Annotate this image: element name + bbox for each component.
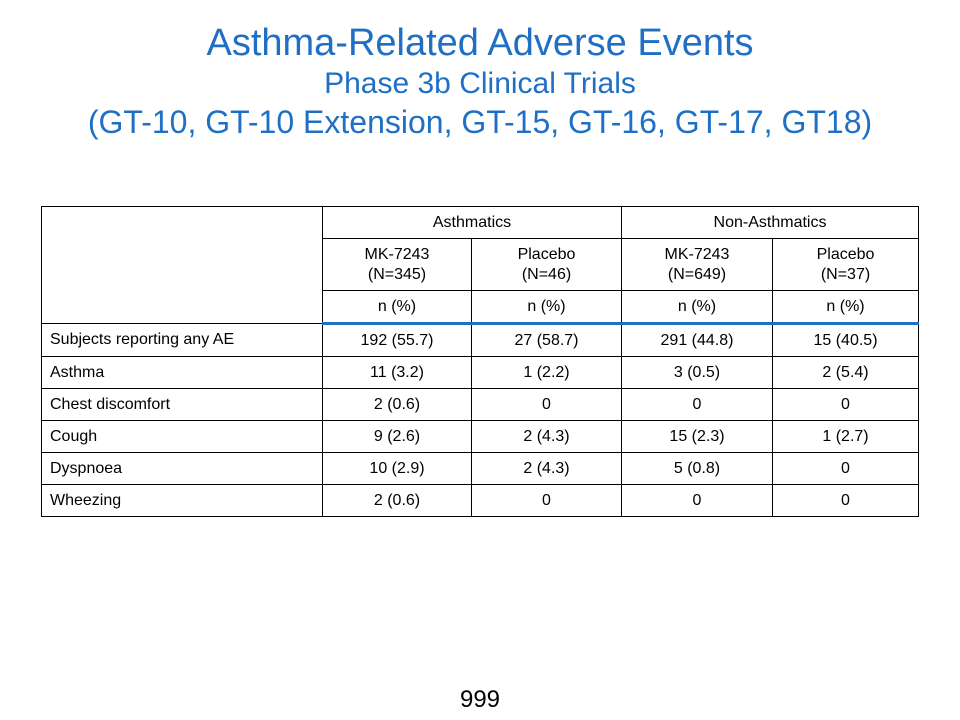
unit-header: n (%) xyxy=(621,290,773,325)
header-blank-cell xyxy=(41,206,323,324)
table-cell: 11 (3.2) xyxy=(322,356,472,389)
arm-name: Placebo xyxy=(517,245,576,263)
adverse-events-table: Asthmatics Non-Asthmatics MK-7243 (N=345)… xyxy=(41,206,920,517)
table-row: Chest discomfort 2 (0.6) 0 0 0 xyxy=(41,388,920,421)
arm-n: (N=649) xyxy=(667,265,727,283)
table-row: Wheezing 2 (0.6) 0 0 0 xyxy=(41,484,920,517)
table-row: Subjects reporting any AE 192 (55.7) 27 … xyxy=(41,323,920,357)
unit-header: n (%) xyxy=(471,290,622,325)
table-cell: 0 xyxy=(771,452,920,485)
table-cell: 2 (5.4) xyxy=(771,356,920,389)
title-subtitle: Phase 3b Clinical Trials xyxy=(324,67,636,100)
table-row: Asthma 11 (3.2) 1 (2.2) 3 (0.5) 2 (5.4) xyxy=(41,356,920,389)
table-cell: 0 xyxy=(771,484,920,517)
title-main: Asthma-Related Adverse Events xyxy=(206,22,754,64)
page-number: 999 xyxy=(459,686,501,713)
arm-header: MK-7243 (N=345) xyxy=(322,238,472,291)
table-row: Cough 9 (2.6) 2 (4.3) 15 (2.3) 1 (2.7) xyxy=(41,420,920,453)
table-cell: 0 xyxy=(471,388,622,421)
row-label: Cough xyxy=(41,420,323,453)
slide-title: Asthma-Related Adverse Events Phase 3b C… xyxy=(0,20,960,142)
table-cell: 2 (0.6) xyxy=(322,388,472,421)
unit-header: n (%) xyxy=(771,290,920,325)
row-label: Subjects reporting any AE xyxy=(41,323,323,357)
table-cell: 1 (2.7) xyxy=(771,420,920,453)
arm-n: (N=37) xyxy=(820,265,871,283)
table-cell: 0 xyxy=(621,388,773,421)
row-label: Chest discomfort xyxy=(41,388,323,421)
table-cell: 291 (44.8) xyxy=(621,323,773,357)
row-label: Wheezing xyxy=(41,484,323,517)
table-cell: 192 (55.7) xyxy=(322,323,472,357)
arm-header: Placebo (N=46) xyxy=(471,238,622,291)
table-cell: 0 xyxy=(771,388,920,421)
table-cell: 15 (2.3) xyxy=(621,420,773,453)
arm-name: MK-7243 xyxy=(664,245,730,263)
row-label: Asthma xyxy=(41,356,323,389)
title-trials: (GT-10, GT-10 Extension, GT-15, GT-16, G… xyxy=(87,104,873,140)
table-cell: 5 (0.8) xyxy=(621,452,773,485)
table-cell: 27 (58.7) xyxy=(471,323,622,357)
table-cell: 3 (0.5) xyxy=(621,356,773,389)
arm-header: MK-7243 (N=649) xyxy=(621,238,773,291)
arm-n: (N=345) xyxy=(367,265,427,283)
arm-name: Placebo xyxy=(816,245,875,263)
table-cell: 15 (40.5) xyxy=(771,323,920,357)
table-row: Dyspnoea 10 (2.9) 2 (4.3) 5 (0.8) 0 xyxy=(41,452,920,485)
group-header-non-asthmatics: Non-Asthmatics xyxy=(620,206,920,239)
header-row-units: n (%) n (%) n (%) n (%) xyxy=(42,290,920,325)
table-cell: 9 (2.6) xyxy=(322,420,472,453)
arm-n: (N=46) xyxy=(521,265,572,283)
header-row-arms: MK-7243 (N=345) Placebo (N=46) MK-7243 (N=6… xyxy=(42,238,920,291)
group-header-asthmatics: Asthmatics xyxy=(322,206,622,239)
table-cell: 1 (2.2) xyxy=(471,356,622,389)
table-cell: 2 (0.6) xyxy=(322,484,472,517)
table-cell: 10 (2.9) xyxy=(322,452,472,485)
arm-name: MK-7243 xyxy=(364,245,430,263)
unit-header: n (%) xyxy=(322,290,472,325)
table-cell: 2 (4.3) xyxy=(471,420,622,453)
table-cell: 0 xyxy=(621,484,773,517)
header-row-groups: Asthmatics Non-Asthmatics xyxy=(41,206,920,324)
table-cell: 2 (4.3) xyxy=(471,452,622,485)
row-label: Dyspnoea xyxy=(41,452,323,485)
table-cell: 0 xyxy=(471,484,622,517)
arm-header: Placebo (N=37) xyxy=(771,238,920,291)
